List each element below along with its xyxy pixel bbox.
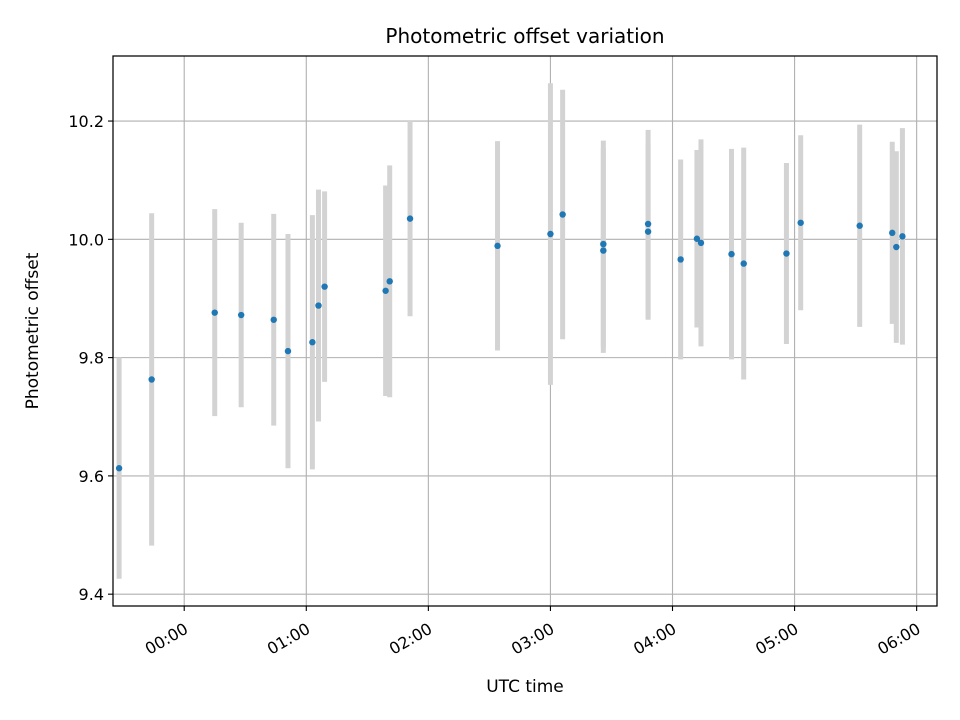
- data-point: [693, 235, 701, 242]
- data-point: [644, 220, 652, 228]
- y-axis-title: Photometric offset: [23, 252, 43, 409]
- data-point: [547, 230, 554, 238]
- y-tick-label: 9.6: [79, 467, 104, 486]
- data-point: [740, 260, 747, 267]
- y-tick-label: 10.0: [68, 230, 104, 249]
- data-point: [889, 229, 896, 237]
- data-point: [893, 243, 900, 251]
- data-point: [494, 242, 501, 250]
- data-point: [899, 233, 906, 240]
- data-point: [284, 347, 292, 355]
- data-points: [115, 211, 906, 472]
- data-point: [728, 250, 735, 258]
- data-point: [321, 283, 328, 290]
- y-tick-label: 9.4: [79, 585, 104, 604]
- x-axis-title: UTC time: [486, 677, 564, 697]
- data-point: [797, 219, 804, 226]
- data-point: [856, 222, 863, 229]
- data-point: [559, 211, 566, 218]
- data-point: [115, 465, 123, 472]
- data-point: [600, 240, 607, 248]
- y-tick-label: 9.8: [79, 349, 104, 368]
- data-point: [677, 256, 684, 263]
- data-point: [211, 309, 218, 316]
- data-point: [644, 228, 652, 235]
- data-point: [382, 287, 389, 294]
- data-point: [315, 302, 322, 309]
- data-point: [148, 376, 155, 383]
- data-point: [386, 278, 393, 285]
- chart-title: Photometric offset variation: [385, 24, 664, 48]
- data-point: [600, 247, 607, 254]
- data-point: [309, 339, 316, 346]
- data-point: [270, 316, 277, 323]
- data-point: [697, 239, 705, 247]
- plot-frame: [112, 55, 938, 607]
- data-point: [237, 311, 245, 319]
- grid: [113, 56, 937, 606]
- data-point: [406, 215, 414, 222]
- data-point: [783, 250, 790, 257]
- y-tick-label: 10.2: [68, 112, 104, 131]
